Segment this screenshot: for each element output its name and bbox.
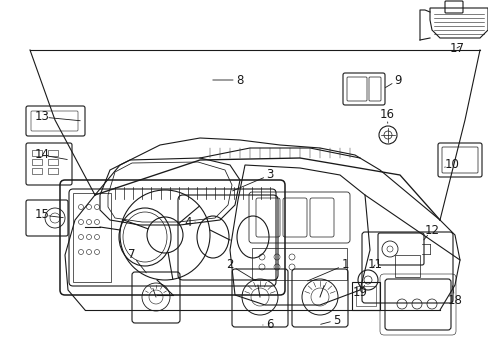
Text: 17: 17 [448,41,464,54]
Bar [32,159,42,165]
Bar [73,193,111,282]
Bar [48,159,58,165]
Bar [32,168,42,174]
Text: 15: 15 [35,208,49,221]
Bar [32,150,42,156]
Text: 19: 19 [352,287,367,300]
Text: 1: 1 [341,258,348,271]
Bar [394,255,419,277]
Text: 16: 16 [379,108,394,122]
Text: 10: 10 [444,158,459,171]
Text: 18: 18 [447,293,462,306]
Text: 2: 2 [226,258,233,271]
Text: 11: 11 [367,258,382,271]
Bar [48,168,58,174]
Bar [355,286,375,306]
Text: 5: 5 [333,314,340,327]
Text: 6: 6 [265,319,273,332]
Bar [251,248,346,280]
Text: 14: 14 [35,148,49,162]
Text: 3: 3 [266,168,273,181]
Bar [48,150,58,156]
Bar [351,282,379,310]
Text: 7: 7 [128,248,136,261]
Text: 9: 9 [393,73,401,86]
Text: 8: 8 [236,73,243,86]
Text: 4: 4 [184,216,191,229]
Text: 13: 13 [35,111,49,123]
Text: 12: 12 [424,224,439,237]
